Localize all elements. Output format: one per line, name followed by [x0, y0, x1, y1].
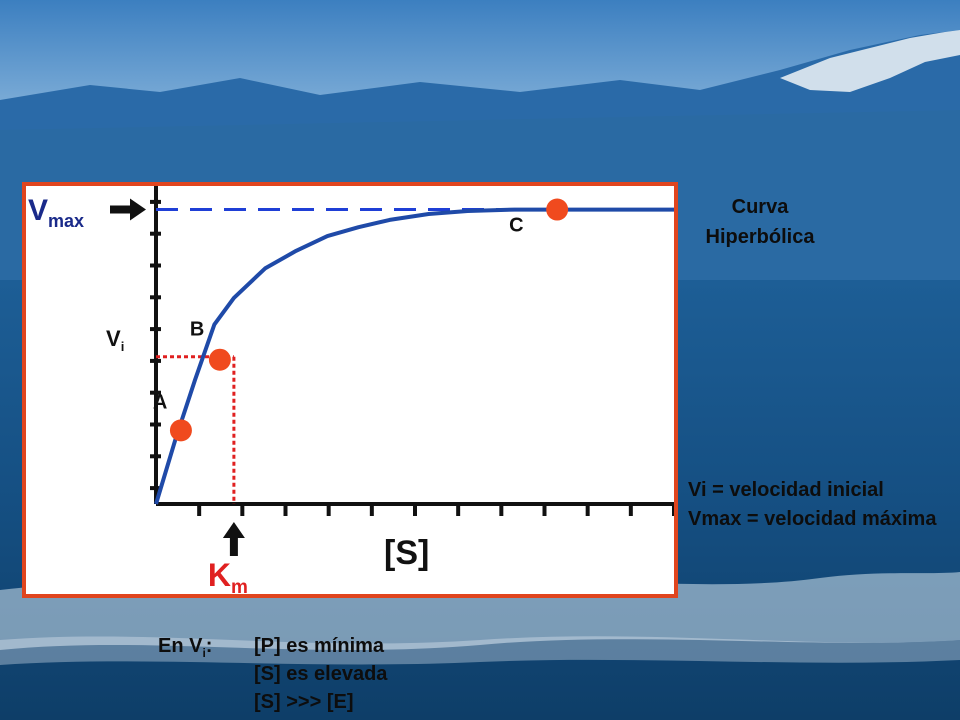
y-axis-label: Vi [106, 326, 124, 354]
michaelis-menten-chart: A B C Vmax Vi [S] Km [28, 186, 674, 594]
note-prefix-sub: i [202, 646, 206, 660]
note-prefix-main: En V [158, 635, 203, 657]
curve-type-line2: Hiperbólica [705, 226, 815, 248]
km-label: Km [208, 557, 248, 594]
km-arrow-icon [222, 522, 245, 556]
note-item: [S] >>> [E] [254, 691, 354, 713]
note-prefix-end: : [205, 635, 213, 657]
curve [154, 207, 674, 505]
point-label-b: B [190, 319, 204, 341]
curve-type-line1: Curva [731, 196, 789, 218]
legend-vmax: Vmax = velocidad máxima [688, 508, 937, 530]
point-a [169, 419, 192, 442]
note-prefix: En Vi: [158, 632, 212, 667]
legend-vi: Vi = velocidad inicial [688, 479, 884, 501]
points: A B C [153, 198, 569, 442]
note-item: [P] es mínima [254, 635, 385, 657]
point-c [546, 198, 569, 221]
note-items: [P] es mínima [S] es elevada [S] >>> [E] [254, 632, 387, 716]
point-label-c: C [509, 215, 523, 237]
legend: Vi = velocidad inicial Vmax = velocidad … [688, 476, 936, 534]
note-item: [S] es elevada [254, 663, 388, 685]
curve-type-label: Curva Hiperbólica [690, 192, 830, 252]
saturation-curve [154, 207, 674, 505]
axes [150, 186, 674, 516]
guide-lines [156, 208, 674, 504]
vmax-arrow-icon [110, 198, 146, 221]
x-axis-label: [S] [384, 534, 429, 572]
chart-frame: A B C Vmax Vi [S] Km [22, 182, 678, 598]
vmax-label: Vmax [28, 194, 84, 231]
point-label-a: A [153, 391, 167, 413]
point-b [208, 348, 231, 371]
axis-labels: Vmax Vi [S] Km [28, 194, 429, 594]
